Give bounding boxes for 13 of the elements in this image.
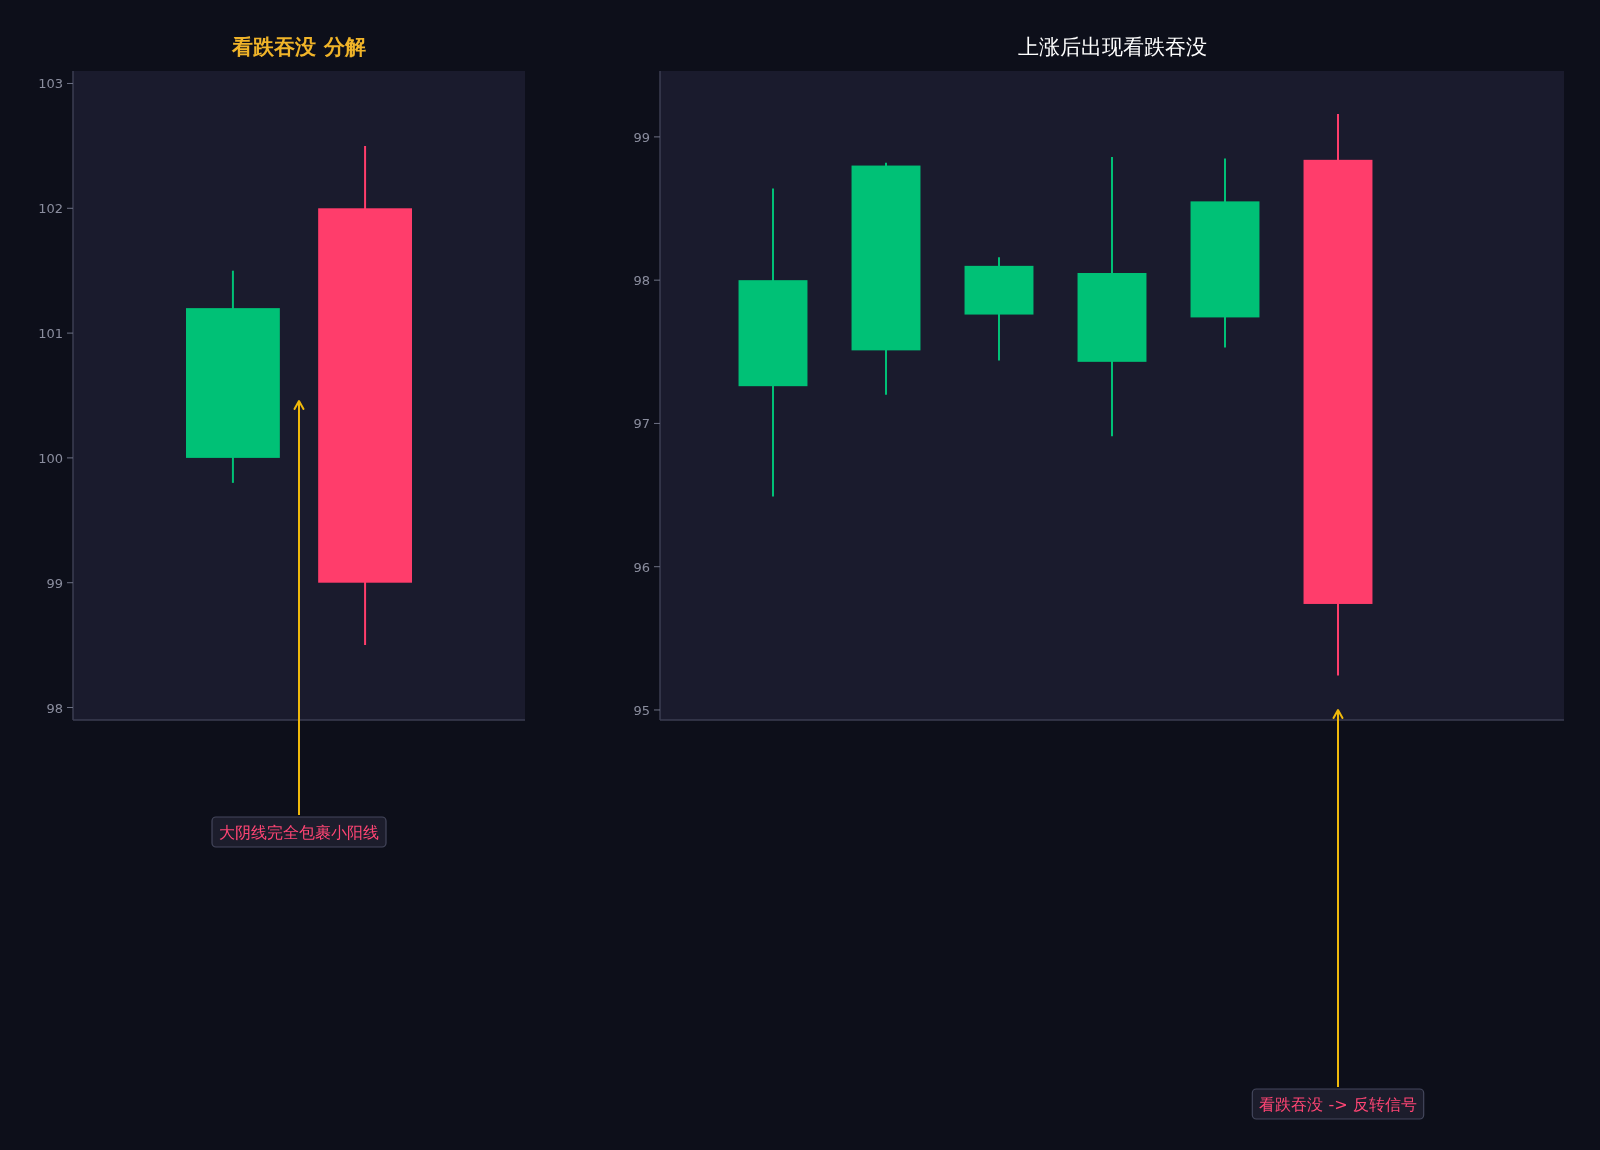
y-tick-label: 96 <box>633 559 650 575</box>
y-tick-label: 99 <box>633 129 650 145</box>
y-tick-label: 98 <box>46 700 63 716</box>
y-tick-label: 95 <box>633 702 650 718</box>
y-tick-label: 103 <box>38 76 63 92</box>
y-tick-label: 98 <box>633 273 650 289</box>
y-tick-label: 99 <box>46 575 63 591</box>
y-tick-label: 101 <box>38 326 63 342</box>
y-tick-label: 102 <box>38 201 63 217</box>
y-tick-label: 100 <box>38 450 63 466</box>
y-tick-label: 97 <box>633 416 650 432</box>
chart-title: 上涨后出现看跌吞没 <box>1017 35 1207 59</box>
chart-title: 看跌吞没 分解 <box>231 35 366 59</box>
